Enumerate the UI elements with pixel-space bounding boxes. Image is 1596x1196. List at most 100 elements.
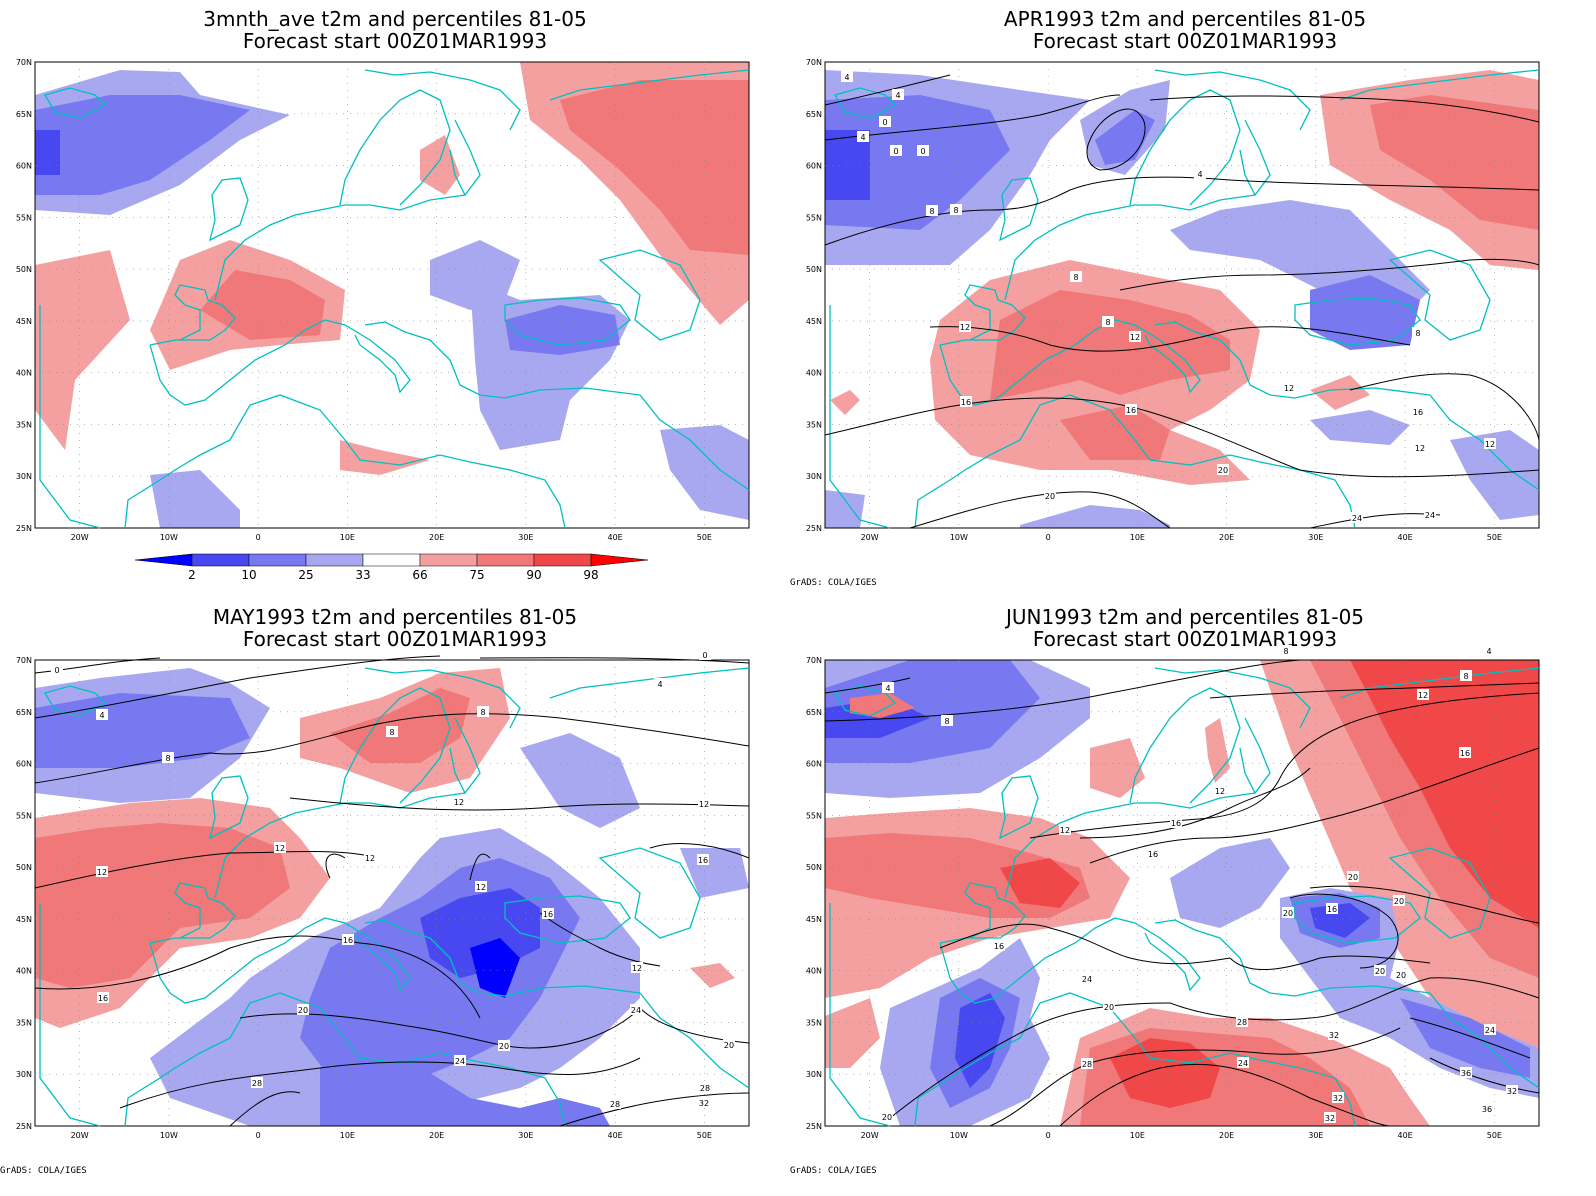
coastline-path [939, 882, 1026, 944]
contour-label-bg [1170, 817, 1182, 828]
lon-label: 10E [340, 1131, 355, 1140]
contour-labels: 8 4 8 4 8 12 16 12 12 16 16 20 20 16 20 16 20 20 24 20 28 24 3… [881, 645, 1518, 1123]
contour-line [824, 677, 911, 694]
contour-label-bg [699, 1082, 711, 1093]
contour-label-bg [1103, 1001, 1115, 1012]
contour-label: 12 [275, 844, 285, 853]
legend-label: 10 [241, 568, 256, 582]
contour-line [1079, 767, 1311, 839]
map-border [34, 659, 750, 1127]
contour-label-bg [1483, 645, 1495, 656]
percentile-region [825, 490, 865, 528]
contour-label: 8 [480, 708, 485, 717]
coastline-path [1004, 792, 1256, 899]
lon-label: 50E [697, 533, 712, 542]
coastline-path [1239, 119, 1271, 197]
contour-label-bg [454, 1055, 466, 1066]
contour-label-bg [96, 866, 108, 877]
contour-label-bg [1214, 785, 1226, 796]
map-panel-may1993: MAY1993 t2m and percentiles 81-05 Foreca… [0, 598, 790, 1188]
lon-label: 10W [950, 533, 968, 542]
shading [825, 660, 1539, 1126]
panel-title: 3mnth_ave t2m and percentiles 81-05 [203, 7, 587, 31]
contour-set [824, 74, 1540, 529]
legend-label: 33 [355, 568, 370, 582]
contour-label: 8 [953, 206, 958, 215]
contour-label-bg [1459, 747, 1471, 758]
contour-label: 24 [1485, 1026, 1495, 1035]
contour-label-bg [917, 145, 929, 156]
contour-label: 36 [1482, 1105, 1492, 1114]
percentile-region [830, 390, 860, 415]
contour-label-bg [993, 940, 1005, 951]
contour-label: 12 [1130, 333, 1140, 342]
contour-label: 4 [844, 73, 849, 82]
legend-label: 90 [526, 568, 541, 582]
map-border [824, 659, 1540, 1127]
contour-label: 28 [252, 1079, 262, 1088]
lat-label: 45N [806, 317, 822, 326]
contour-label-bg [477, 706, 489, 717]
contour-line [929, 326, 1411, 352]
coastline-path [149, 319, 326, 406]
coastline-path [598, 847, 701, 939]
lat-label: 30N [16, 472, 32, 481]
percentile-region [35, 95, 250, 195]
contour-line [1229, 955, 1431, 970]
lon-label: 50E [697, 1131, 712, 1140]
contour-line [559, 1092, 750, 1127]
lat-label: 50N [16, 863, 32, 872]
contour-label-bg [890, 145, 902, 156]
contour-label: 32 [1333, 1094, 1343, 1103]
lat-label: 50N [806, 265, 822, 274]
contour-label-bg [1194, 168, 1206, 179]
contour-label: 36 [1461, 1069, 1471, 1078]
lon-label: 10W [950, 1131, 968, 1140]
percentile-region [1350, 660, 1539, 928]
coastline-path [939, 284, 1026, 346]
panel-title: MAY1993 t2m and percentiles 81-05 [212, 605, 578, 629]
coastline-path [449, 119, 481, 197]
contour-label-bg [1283, 382, 1295, 393]
coastline-path [1294, 297, 1421, 346]
contour-label-bg [1417, 689, 1429, 700]
coastline-path [829, 305, 891, 529]
contour-line [824, 74, 951, 106]
legend-label: 25 [298, 568, 313, 582]
lon-label: 0 [256, 1131, 261, 1140]
contour-label: 24 [1352, 514, 1362, 523]
contour-label: 20 [298, 1006, 308, 1015]
contour-label: 12 [476, 883, 486, 892]
contour-label: 24 [455, 1057, 465, 1066]
contour-label: 0 [920, 147, 925, 156]
contour-line [34, 713, 750, 784]
coastline-path [364, 919, 641, 997]
contour-label: 28 [1082, 1060, 1092, 1069]
coastline-path [149, 284, 236, 346]
coastline-path [1114, 917, 1201, 992]
contour-line [1349, 373, 1540, 441]
contour-label-bg [1129, 331, 1141, 342]
contour-label: 12 [365, 854, 375, 863]
lon-label: 20W [71, 533, 89, 542]
contour-line [34, 850, 371, 889]
coastline-path [124, 992, 566, 1127]
contour-label-bg [698, 798, 710, 809]
contour-line [229, 1091, 301, 1127]
lat-label: 65N [806, 110, 822, 119]
lon-label: 30E [1308, 1131, 1323, 1140]
lat-label: 55N [16, 811, 32, 820]
contour-label: 8 [1105, 318, 1110, 327]
lon-label: 40E [608, 1131, 623, 1140]
map-frame: 70N 65N 60N 55N 50N 45N 40N 35N 30N 25N 20W 10W 0 10E… [806, 58, 1540, 542]
contour-label: 0 [893, 147, 898, 156]
percentile-region [1090, 738, 1145, 798]
lon-label: 0 [1046, 1131, 1051, 1140]
contour-label: 20 [1348, 873, 1358, 882]
contour-line [1149, 95, 1540, 123]
coastline-path [1129, 89, 1241, 206]
contour-line [1309, 885, 1540, 924]
coastline-path [1154, 69, 1311, 131]
coastline-path [639, 394, 750, 491]
lat-label: 30N [806, 472, 822, 481]
